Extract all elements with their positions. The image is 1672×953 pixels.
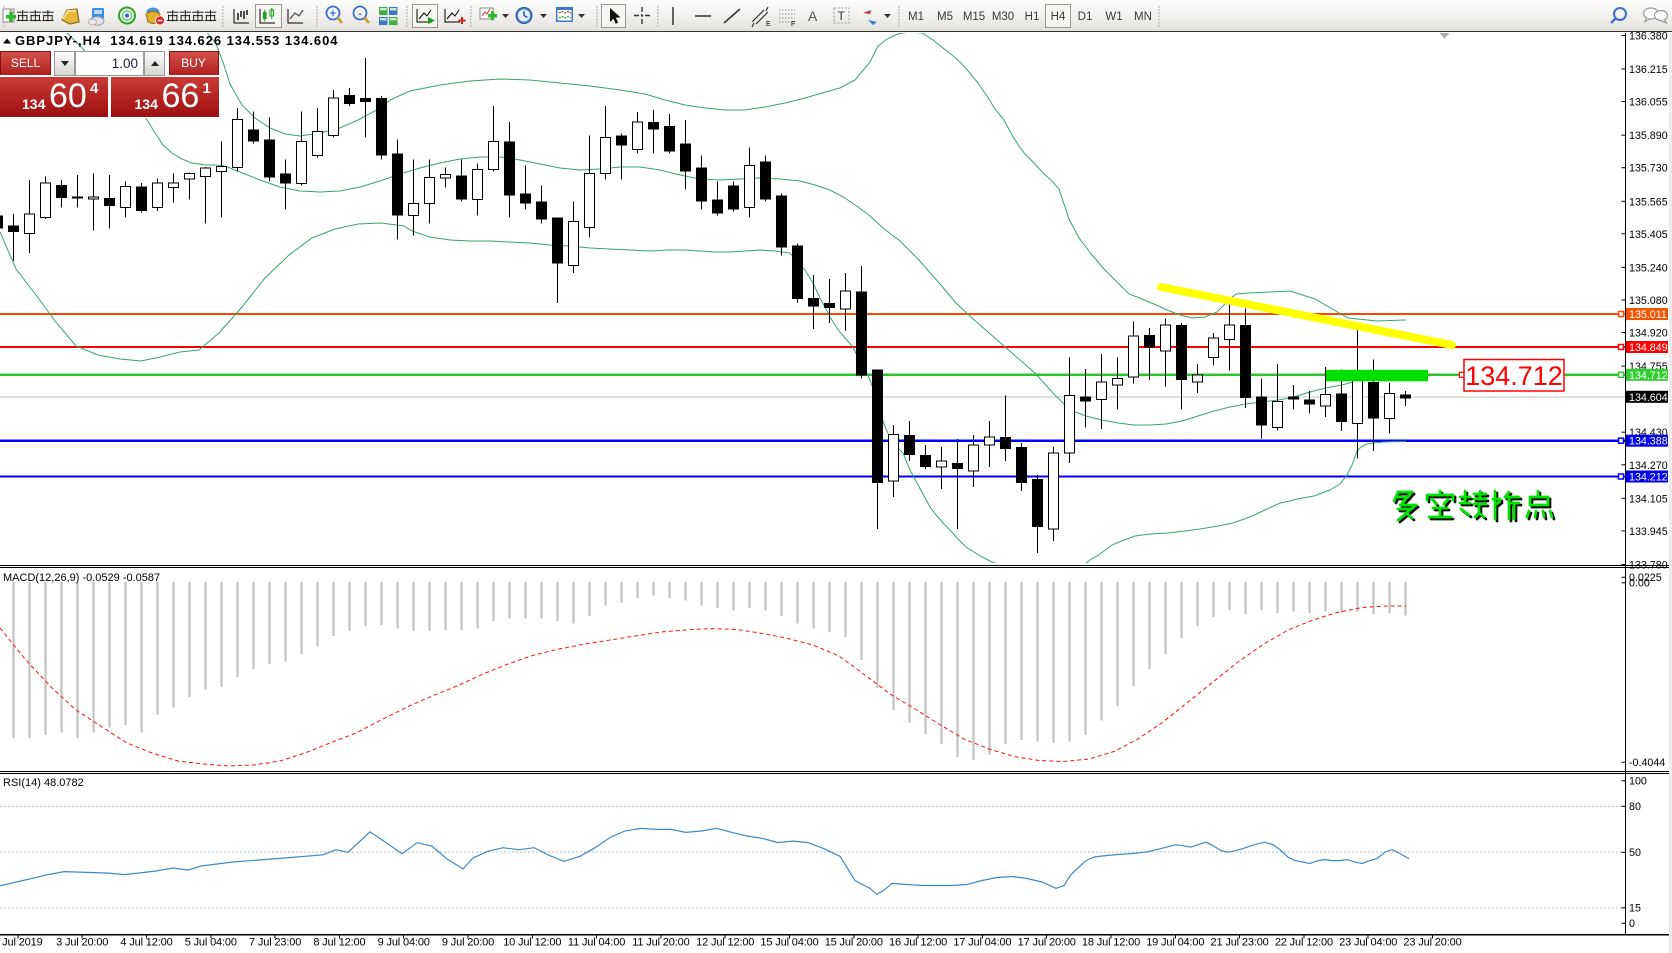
svg-text:135.730: 135.730 [1629,163,1668,175]
svg-text:18 Jul 12:00: 18 Jul 12:00 [1082,937,1140,949]
svg-text:136.215: 136.215 [1629,64,1668,76]
svg-text:134.712: 134.712 [1465,361,1563,391]
svg-text:134.270: 134.270 [1629,460,1668,472]
svg-text:11 Jul 20:00: 11 Jul 20:00 [632,937,689,949]
svg-text:8 Jul 12:00: 8 Jul 12:00 [313,937,365,949]
svg-text:9 Jul 04:00: 9 Jul 04:00 [378,937,430,949]
svg-text:135.405: 135.405 [1629,229,1668,241]
svg-text:3 Jul 2019: 3 Jul 2019 [0,937,43,949]
svg-text:5 Jul 04:00: 5 Jul 04:00 [185,937,237,949]
svg-text:7 Jul 23:00: 7 Jul 23:00 [249,937,301,949]
svg-text:16 Jul 12:00: 16 Jul 12:00 [889,937,947,949]
svg-text:21 Jul 23:00: 21 Jul 23:00 [1211,937,1269,949]
svg-text:134.388: 134.388 [1629,436,1668,448]
svg-text:W1: W1 [1105,11,1122,23]
svg-text:134.604: 134.604 [1629,392,1668,404]
svg-text:M15: M15 [963,11,985,23]
svg-text:3 Jul 20:00: 3 Jul 20:00 [56,937,108,949]
svg-text:135.890: 135.890 [1629,130,1668,142]
svg-text:136.380: 136.380 [1629,31,1668,43]
svg-text:134.712: 134.712 [1629,370,1668,382]
svg-text:F: F [791,21,795,28]
svg-text:GBPJPY-,H4 134.619 134.626 13: GBPJPY-,H4 134.619 134.626 134.553 134.6… [15,33,338,48]
svg-text:+: + [330,8,336,20]
svg-text:23 Jul 04:00: 23 Jul 04:00 [1339,937,1397,949]
svg-text:133.945: 133.945 [1629,526,1668,538]
svg-text:T: T [838,9,846,23]
svg-text:0: 0 [1629,918,1635,930]
svg-text:0.00: 0.00 [1629,578,1650,590]
svg-text:17 Jul 20:00: 17 Jul 20:00 [1018,937,1076,949]
svg-text:15: 15 [1629,903,1641,915]
svg-text:17 Jul 04:00: 17 Jul 04:00 [953,937,1011,949]
svg-text:134.920: 134.920 [1629,328,1668,340]
svg-text:MN: MN [1134,11,1152,23]
svg-text:12 Jul 12:00: 12 Jul 12:00 [696,937,754,949]
svg-text:H1: H1 [1025,11,1040,23]
svg-text:M1: M1 [908,11,924,23]
svg-text:A: A [808,8,818,24]
svg-text:50: 50 [1629,847,1641,859]
svg-text:11 Jul 04:00: 11 Jul 04:00 [568,937,625,949]
svg-text:19 Jul 04:00: 19 Jul 04:00 [1146,937,1204,949]
svg-text:135.011: 135.011 [1629,309,1667,321]
svg-text:D1: D1 [1078,11,1093,23]
svg-text:80: 80 [1629,801,1641,813]
svg-text:134.212: 134.212 [1629,472,1668,484]
svg-text:E: E [766,21,771,28]
svg-text:136.055: 136.055 [1629,97,1668,109]
svg-text:134.849: 134.849 [1629,342,1668,354]
svg-text:M5: M5 [937,11,953,23]
svg-text:135.080: 135.080 [1629,295,1668,307]
svg-text:15 Jul 20:00: 15 Jul 20:00 [825,937,883,949]
svg-text:H4: H4 [1051,11,1066,23]
svg-text:0.0225: 0.0225 [1629,572,1662,584]
svg-text:15 Jul 04:00: 15 Jul 04:00 [760,937,818,949]
svg-text:100: 100 [1629,776,1647,788]
svg-text:134.105: 134.105 [1629,493,1668,505]
svg-text:9 Jul 20:00: 9 Jul 20:00 [442,937,494,949]
svg-text:135.565: 135.565 [1629,196,1668,208]
svg-text:23 Jul 20:00: 23 Jul 20:00 [1403,937,1461,949]
svg-text:4 Jul 12:00: 4 Jul 12:00 [120,937,172,949]
svg-text:135.240: 135.240 [1629,262,1668,274]
svg-text:10 Jul 12:00: 10 Jul 12:00 [503,937,561,949]
svg-text:M30: M30 [992,11,1014,23]
svg-text:22 Jul 12:00: 22 Jul 12:00 [1275,937,1333,949]
svg-text:133.780: 133.780 [1629,560,1668,572]
svg-text:RSI(14) 48.0782: RSI(14) 48.0782 [3,777,84,789]
svg-text:-: - [358,8,362,20]
svg-text:MACD(12,26,9) -0.0529 -0.0587: MACD(12,26,9) -0.0529 -0.0587 [3,572,160,584]
svg-text:-0.4044: -0.4044 [1629,757,1665,769]
